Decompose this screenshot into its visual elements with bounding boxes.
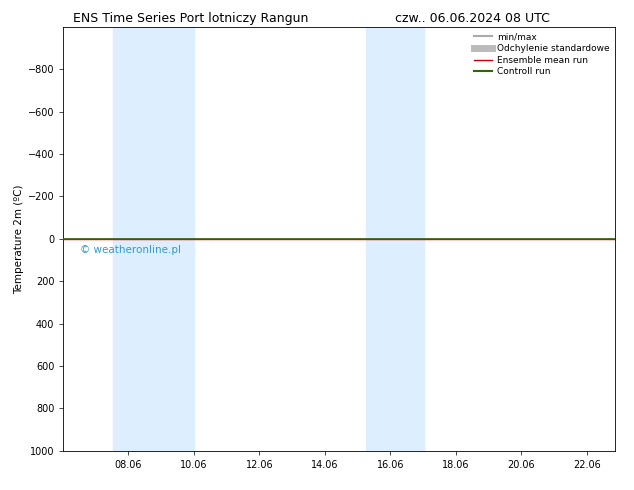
Text: czw.. 06.06.2024 08 UTC: czw.. 06.06.2024 08 UTC [395,12,550,25]
Bar [112,27,194,451]
Bar [366,27,424,451]
Text: ENS Time Series Port lotniczy Rangun: ENS Time Series Port lotniczy Rangun [72,12,308,25]
Text: © weatheronline.pl: © weatheronline.pl [80,245,181,255]
Legend: min/max, Odchylenie standardowe, Ensemble mean run, Controll run: min/max, Odchylenie standardowe, Ensembl… [471,29,613,80]
Y-axis label: Temperature 2m (ºC): Temperature 2m (ºC) [13,184,23,294]
